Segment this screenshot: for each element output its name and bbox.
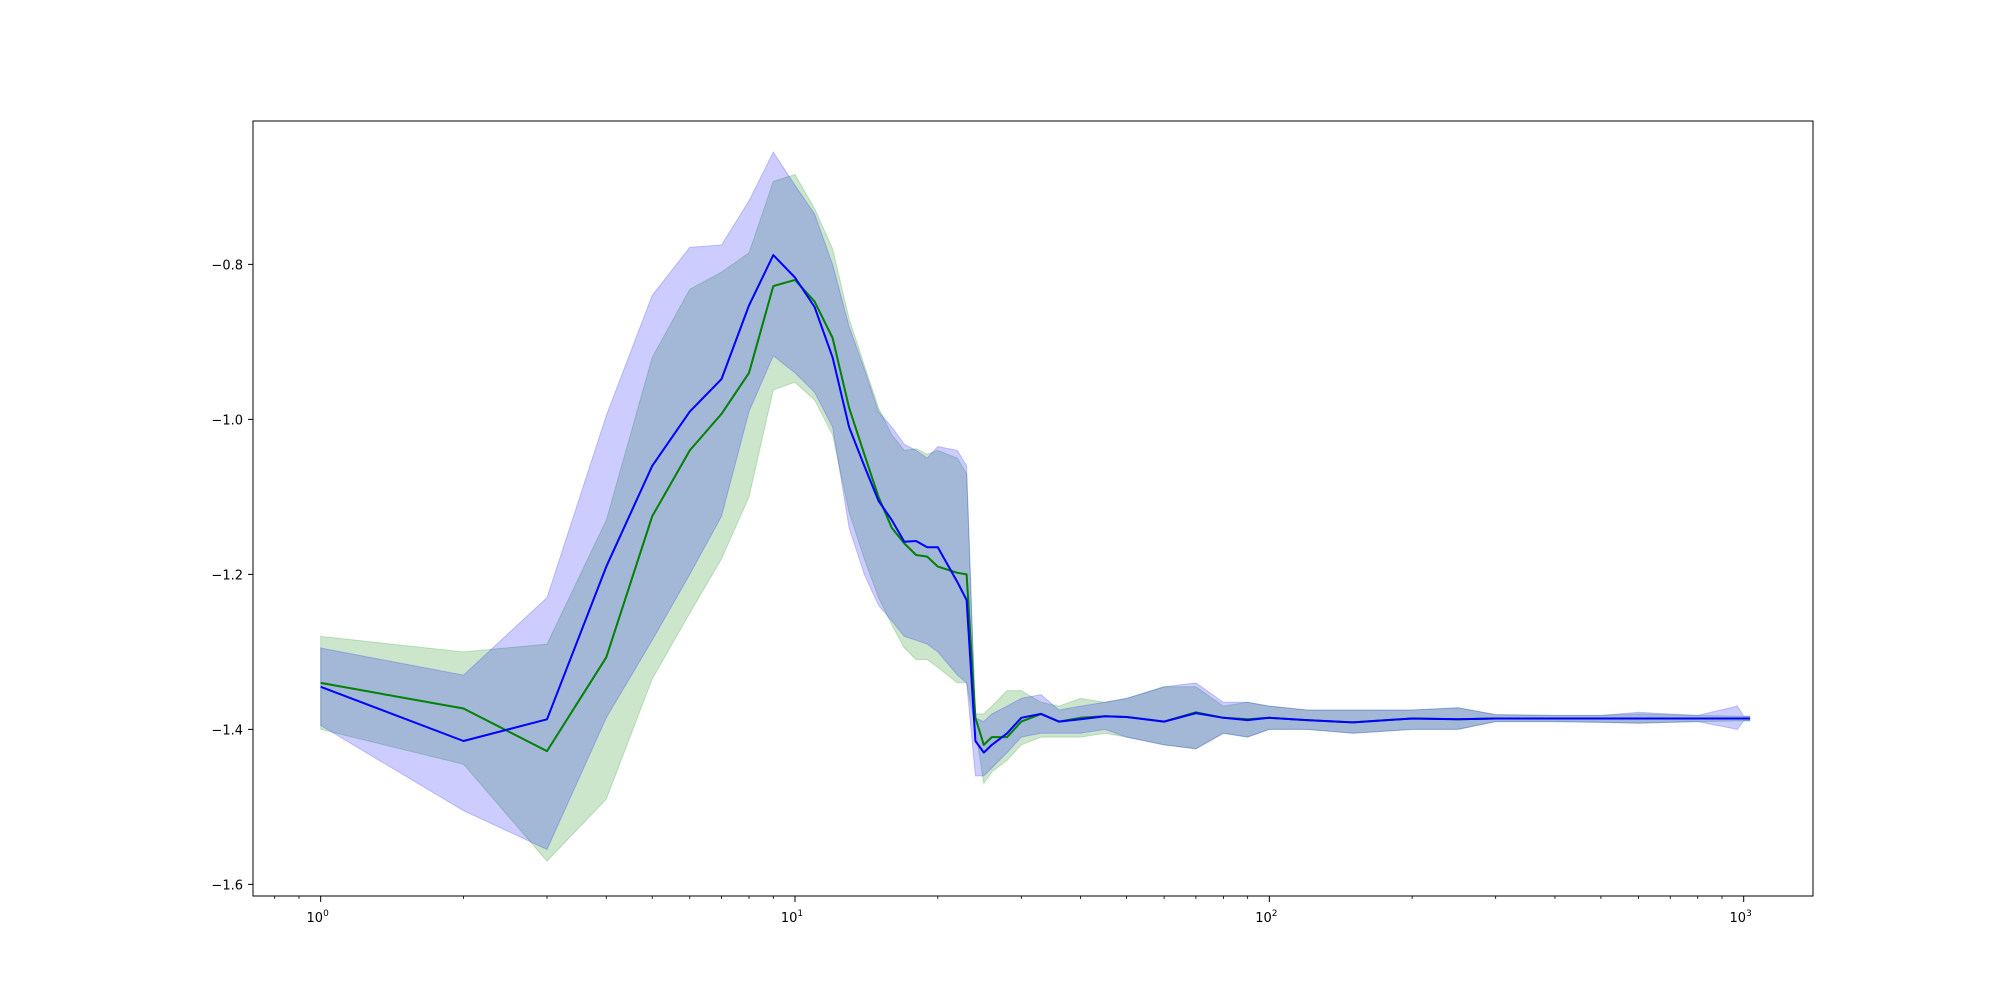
- x-tick-label: 100: [307, 909, 330, 926]
- y-tick-label: −1.6: [211, 878, 243, 893]
- y-tick-label: −1.0: [211, 413, 243, 428]
- x-tick-label: 101: [781, 909, 803, 926]
- x-tick-label: 102: [1255, 909, 1277, 926]
- plot-frame: [252, 120, 1814, 897]
- x-tick-label: 103: [1730, 909, 1752, 926]
- y-axis: −1.6 −1.4 −1.2 −1.0 −0.8: [211, 258, 253, 893]
- x-axis: 100 101 102 103: [274, 896, 1752, 926]
- y-tick-label: −1.4: [211, 723, 243, 738]
- confidence-bands: [320, 150, 1751, 862]
- y-tick-label: −1.2: [211, 568, 243, 583]
- band-blue: [320, 150, 1751, 851]
- band-green: [320, 173, 1751, 862]
- y-tick-label: −0.8: [211, 258, 243, 273]
- line-blue: [320, 254, 1750, 754]
- series-lines: [320, 254, 1750, 754]
